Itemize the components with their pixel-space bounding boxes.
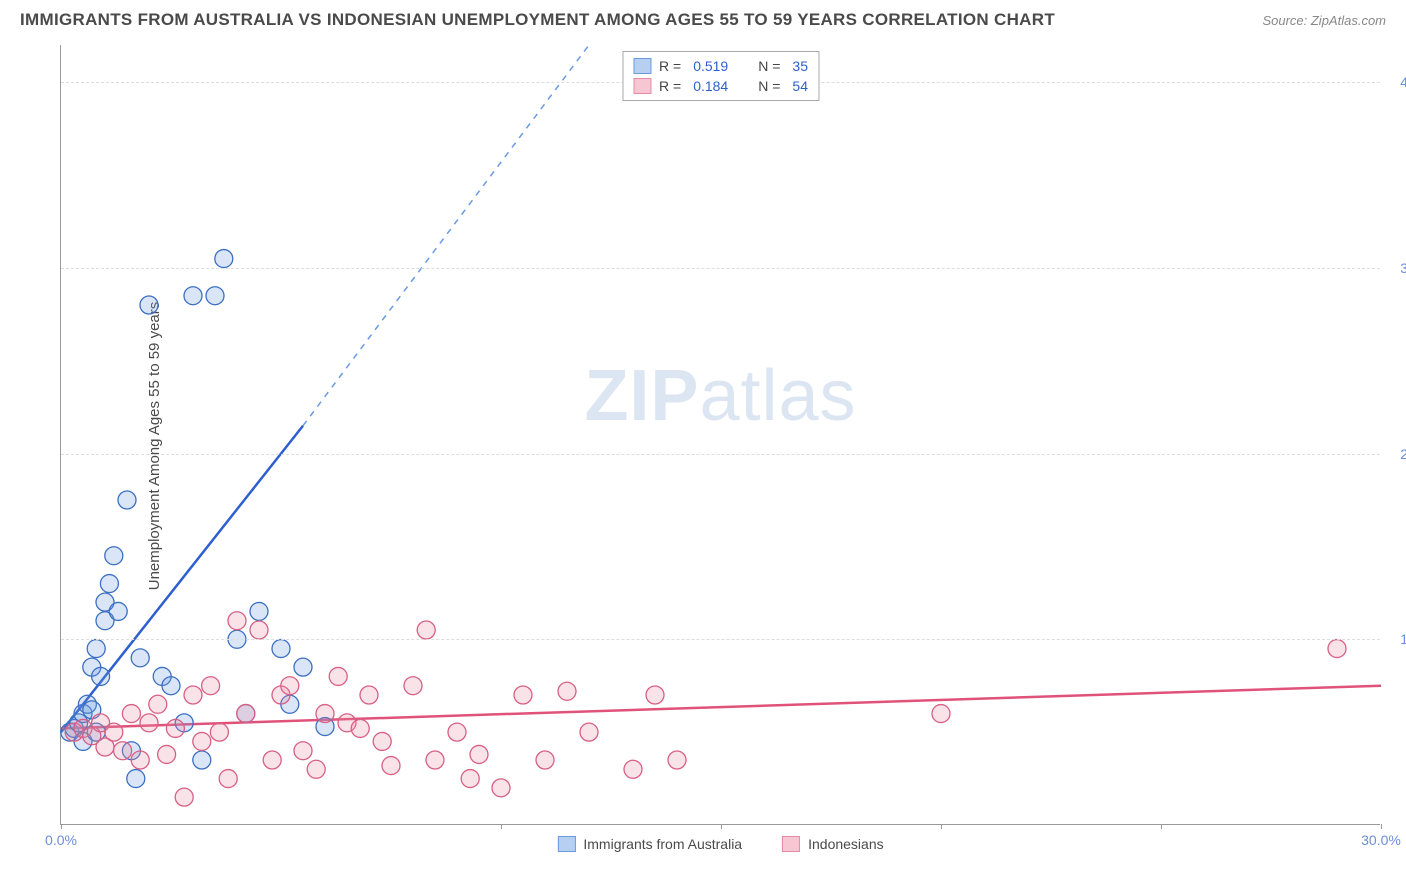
legend-item-australia: Immigrants from Australia: [557, 836, 742, 852]
legend-stats-row-1: R = 0.184 N = 54: [633, 76, 808, 96]
r-label: R =: [659, 78, 681, 94]
grid-line: [61, 639, 1380, 640]
x-tick-mark: [941, 824, 942, 829]
legend-stats-row-0: R = 0.519 N = 35: [633, 56, 808, 76]
title-bar: IMMIGRANTS FROM AUSTRALIA VS INDONESIAN …: [20, 10, 1386, 30]
swatch-australia-bottom: [557, 836, 575, 852]
grid-line: [61, 268, 1380, 269]
x-tick-label: 0.0%: [45, 832, 77, 848]
legend-label-0: Immigrants from Australia: [583, 836, 742, 852]
y-tick-label: 30.0%: [1385, 260, 1406, 276]
swatch-indonesians-bottom: [782, 836, 800, 852]
n-value-0: 35: [792, 58, 808, 74]
chart-svg: [61, 45, 1380, 824]
r-value-0: 0.519: [693, 58, 728, 74]
x-tick-mark: [1161, 824, 1162, 829]
x-tick-mark: [721, 824, 722, 829]
x-tick-mark: [501, 824, 502, 829]
n-label: N =: [758, 78, 780, 94]
y-tick-label: 20.0%: [1385, 446, 1406, 462]
grid-line: [61, 454, 1380, 455]
x-tick-label: 30.0%: [1361, 832, 1401, 848]
legend-item-indonesians: Indonesians: [782, 836, 884, 852]
x-tick-mark: [61, 824, 62, 829]
swatch-indonesians: [633, 78, 651, 94]
legend-label-1: Indonesians: [808, 836, 884, 852]
legend-stats: R = 0.519 N = 35 R = 0.184 N = 54: [622, 51, 819, 101]
n-label: N =: [758, 58, 780, 74]
n-value-1: 54: [792, 78, 808, 94]
r-value-1: 0.184: [693, 78, 728, 94]
source-attribution: Source: ZipAtlas.com: [1262, 13, 1386, 28]
plot-area: ZIPatlas R = 0.519 N = 35 R = 0.184 N = …: [60, 45, 1380, 825]
r-label: R =: [659, 58, 681, 74]
x-tick-mark: [1381, 824, 1382, 829]
y-tick-label: 40.0%: [1385, 74, 1406, 90]
chart-title: IMMIGRANTS FROM AUSTRALIA VS INDONESIAN …: [20, 10, 1055, 30]
legend-series: Immigrants from Australia Indonesians: [557, 836, 883, 852]
y-tick-label: 10.0%: [1385, 631, 1406, 647]
swatch-australia: [633, 58, 651, 74]
